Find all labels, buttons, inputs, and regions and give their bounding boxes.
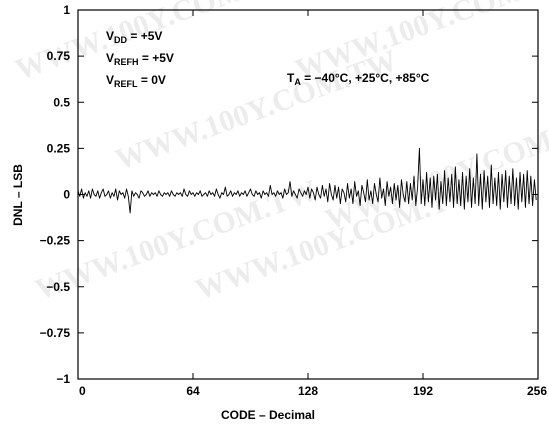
annotation-vrefh: VREFH = +5V (106, 51, 174, 67)
watermark: WWW.100Y.COM.TW WWW.100Y.COM.TW WWW.100Y… (11, 0, 549, 307)
x-tick-label: 64 (186, 384, 200, 398)
x-axis-title: CODE – Decimal (221, 408, 315, 422)
x-tick-label: 192 (413, 384, 433, 398)
annotation-temperature: TA = −40°C, +25°C, +85°C (287, 71, 430, 87)
x-tick-label: 0 (79, 384, 86, 398)
x-tick-label: 128 (298, 384, 318, 398)
y-tick-label: −0.25 (40, 234, 71, 248)
y-axis-ticks: 1 0.75 0.5 0.25 0 −0.25 −0.5 −0.75 −1 (40, 3, 538, 386)
y-tick-label: 0 (63, 188, 70, 202)
x-axis-ticks: 0 64 128 192 256 (77, 10, 547, 398)
y-tick-label: 0.25 (47, 141, 71, 155)
y-tick-label: 0.5 (53, 95, 70, 109)
y-tick-label: −0.5 (46, 280, 70, 294)
dnl-series-line (77, 147, 537, 214)
y-tick-label: 0.75 (47, 49, 71, 63)
x-tick-label: 256 (527, 384, 547, 398)
y-tick-label: −0.75 (40, 326, 71, 340)
y-tick-label: 1 (63, 3, 70, 17)
annotation-vrefl: VREFL = 0V (106, 73, 166, 89)
y-tick-label: −1 (56, 372, 70, 386)
y-axis-title: DNL – LSB (11, 164, 25, 226)
